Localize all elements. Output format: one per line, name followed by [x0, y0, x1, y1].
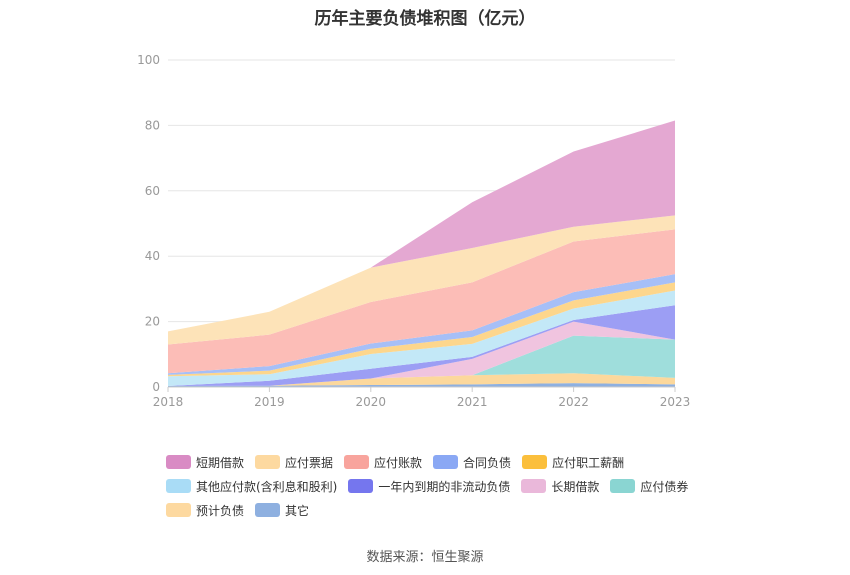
x-tick-label: 2020	[356, 395, 387, 409]
x-tick-label: 2023	[660, 395, 691, 409]
x-axis	[167, 386, 676, 392]
legend-label: 应付职工薪酬	[552, 455, 625, 470]
legend-swatch	[433, 455, 459, 469]
legend-item[interactable]: 应付职工薪酬	[522, 454, 624, 471]
legend-swatch	[521, 479, 547, 493]
legend-row: 短期借款 应付票据 应付账款 合同负债 应付职工薪酬	[166, 450, 726, 474]
legend-label: 其它	[285, 503, 310, 518]
y-tick-label: 0	[152, 380, 160, 394]
area-series-0	[168, 383, 675, 387]
x-tick-label: 2019	[254, 395, 285, 409]
area-series	[168, 120, 675, 387]
area-series-5	[168, 290, 675, 387]
legend-label: 短期借款	[196, 455, 245, 470]
legend-item[interactable]: 长期借款	[521, 478, 599, 495]
legend-label: 一年内到期的非流动负债	[378, 479, 511, 494]
area-series-9	[168, 215, 675, 345]
legend-swatch	[610, 479, 636, 493]
legend-item[interactable]: 其它	[255, 502, 309, 519]
legend-swatch	[255, 455, 281, 469]
y-tick-label: 80	[145, 118, 160, 132]
legend-swatch	[166, 455, 191, 469]
y-axis: 0 20 40 60 80 100	[137, 53, 160, 394]
legend-swatch	[348, 479, 374, 493]
legend-item[interactable]: 短期借款	[166, 454, 244, 471]
legend-item[interactable]: 预计负债	[166, 502, 244, 519]
legend-swatch	[255, 503, 281, 517]
legend-item[interactable]: 应付票据	[255, 454, 333, 471]
y-tick-label: 20	[145, 315, 160, 329]
x-tick-labels: 2018 2019 2020 2021 2022 2023	[153, 395, 691, 409]
legend-row: 其他应付款(含利息和股利) 一年内到期的非流动负债 长期借款 应付债券	[166, 474, 726, 498]
legend-label: 长期借款	[551, 479, 600, 494]
x-tick-label: 2021	[457, 395, 488, 409]
y-tick-label: 60	[145, 184, 160, 198]
area-series-10	[168, 120, 675, 332]
y-tick-label: 100	[137, 53, 160, 67]
legend-label: 应付票据	[285, 455, 334, 470]
legend-row: 预计负债 其它	[166, 498, 726, 522]
area-series-3	[168, 321, 675, 387]
legend-item[interactable]: 应付债券	[610, 478, 688, 495]
legend-label: 应付债券	[640, 479, 689, 494]
legend: 短期借款 应付票据 应付账款 合同负债 应付职工薪酬其他应付款(含利息和股利) 一年内到期…	[166, 450, 726, 522]
area-series-4	[168, 305, 675, 387]
stacked-area-chart: 0 20 40 60 80 100 2018 2019 2020 2021 2022 2023	[137, 53, 691, 409]
legend-swatch	[166, 503, 191, 517]
chart-title: 历年主要负债堆积图（亿元）	[314, 9, 536, 29]
legend-swatch	[344, 455, 370, 469]
x-tick-label: 2018	[153, 395, 184, 409]
legend-label: 应付账款	[374, 455, 423, 470]
legend-label: 其他应付款(含利息和股利)	[196, 479, 338, 494]
area-series-8	[168, 229, 675, 374]
legend-item[interactable]: 其他应付款(含利息和股利)	[166, 478, 337, 495]
legend-swatch	[522, 455, 548, 469]
x-tick-label: 2022	[558, 395, 589, 409]
legend-label: 预计负债	[196, 503, 245, 518]
legend-swatch	[166, 479, 191, 493]
legend-item[interactable]: 一年内到期的非流动负债	[348, 478, 510, 495]
legend-item[interactable]: 应付账款	[344, 454, 422, 471]
area-series-7	[168, 274, 675, 375]
y-tick-label: 40	[145, 249, 160, 263]
data-source: 数据来源：恒生聚源	[366, 550, 484, 565]
area-series-6	[168, 282, 675, 377]
area-series-1	[168, 373, 675, 387]
legend-label: 合同负债	[463, 455, 512, 470]
area-series-2	[168, 335, 675, 387]
legend-item[interactable]: 合同负债	[433, 454, 511, 471]
